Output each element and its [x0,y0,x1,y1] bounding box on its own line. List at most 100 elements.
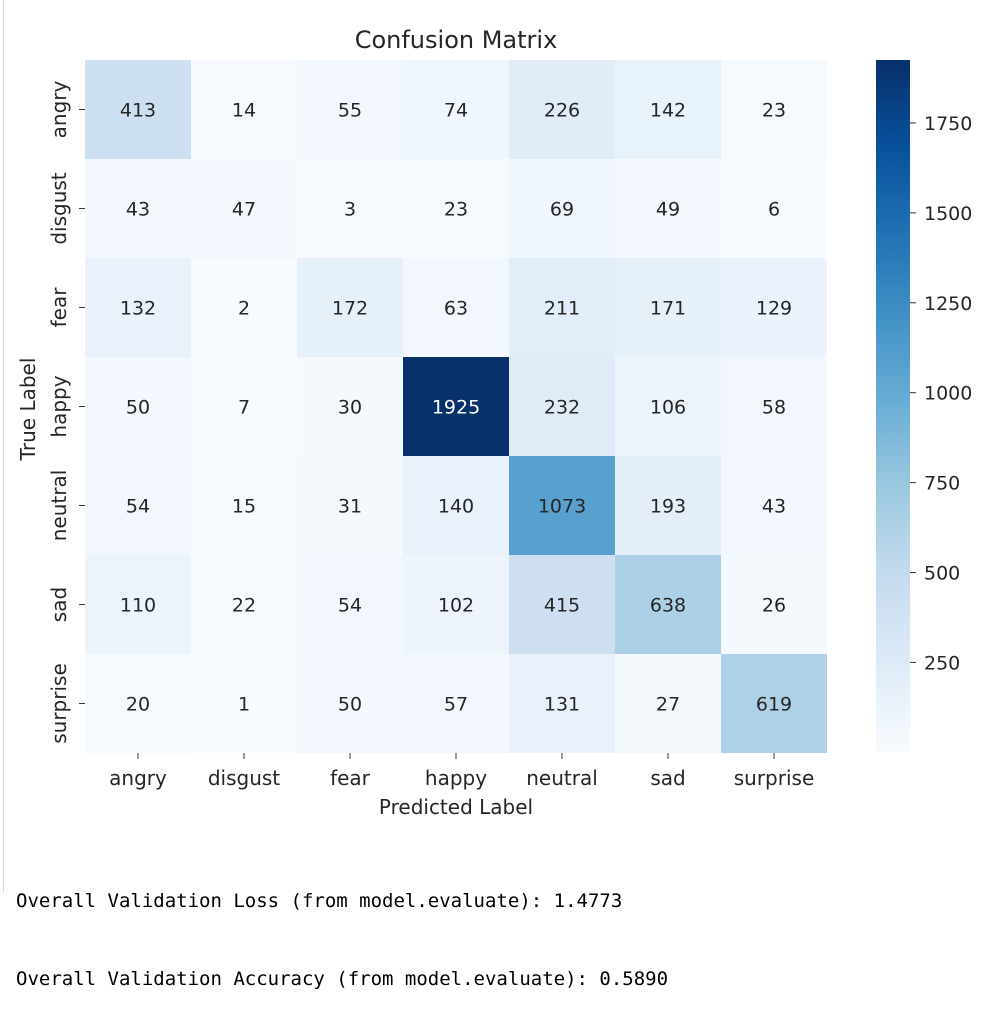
cell-value-label: 30 [338,397,362,419]
cell-value-label: 132 [120,298,156,320]
heatmap-cell [403,159,509,258]
heatmap-cell [615,258,721,357]
cell-value-label: 47 [232,199,256,221]
heatmap-cell [297,258,403,357]
cell-value-label: 140 [438,496,474,518]
x-tick-label: angry [109,766,167,790]
heatmap-cell [191,159,297,258]
heatmap-cell [721,555,827,654]
heatmap-cell [85,357,191,456]
heatmap-cell [509,60,615,159]
cell-value-label: 129 [756,298,792,320]
y-axis: angry disgust fear happy neutral sad surprise [47,80,85,744]
heatmap-cell [403,456,509,555]
heatmap-cell [85,60,191,159]
colorbar-tick-label: 1500 [924,203,972,225]
heatmap-cell [403,258,509,357]
colorbar-tick-label: 750 [924,473,960,495]
heatmap-cell [85,159,191,258]
heatmap-cell [297,654,403,753]
cell-value-label: 27 [656,694,680,716]
heatmap-cell [615,456,721,555]
heatmap-cell [191,357,297,456]
cell-value-label: 131 [544,694,580,716]
x-tick-label: sad [650,766,685,790]
heatmap-cell [191,258,297,357]
heatmap-cell [615,159,721,258]
colorbar-gradient [876,60,910,752]
cell-left-border [3,0,4,892]
cell-value-label: 55 [338,100,362,122]
heatmap-cell [191,555,297,654]
chart-title: Confusion Matrix [355,26,558,54]
cell-value-label: 43 [762,496,786,518]
cell-output: Overall Validation Loss (from model.eval… [16,836,668,1018]
cell-value-label: 1925 [432,397,480,419]
cell-value-label: 57 [444,694,468,716]
heatmap-cell [615,60,721,159]
cell-value-label: 172 [332,298,368,320]
y-axis-label: True Label [16,358,40,462]
y-tick-label: neutral [47,470,71,542]
cell-value-label: 69 [550,199,574,221]
heatmap-cell [191,654,297,753]
cell-value-label: 7 [238,397,250,419]
cell-value-label: 110 [120,595,156,617]
cell-value-label: 14 [232,100,256,122]
cell-value-label: 3 [344,199,356,221]
cell-value-label: 23 [762,100,786,122]
heatmap-cell [85,456,191,555]
cell-value-label: 6 [768,199,780,221]
cell-value-label: 50 [338,694,362,716]
validation-accuracy-text: Overall Validation Accuracy (from model.… [16,968,669,990]
y-tick-label: angry [47,80,71,138]
cell-value-label: 54 [338,595,362,617]
heatmap-cell [509,258,615,357]
cell-value-label: 1 [238,694,250,716]
y-tick-label: fear [47,287,71,328]
heatmap-cell [191,60,297,159]
heatmap-cell [85,555,191,654]
heatmap-cell [615,555,721,654]
x-axis: angry disgust fear happy neutral sad surprise [109,753,814,790]
heatmap-cell [297,357,403,456]
heatmap-cell [403,60,509,159]
heatmap-cell [721,456,827,555]
cell-value-label: 15 [232,496,256,518]
cell-value-label: 49 [656,199,680,221]
cell-value-label: 58 [762,397,786,419]
cell-value-label: 415 [544,595,580,617]
x-axis-label: Predicted Label [379,795,533,819]
heatmap-cell [85,258,191,357]
cell-value-label: 232 [544,397,580,419]
cell-value-label: 638 [650,595,686,617]
cell-value-label: 50 [126,397,150,419]
cell-value-label: 43 [126,199,150,221]
heatmap-cell [509,159,615,258]
y-tick-label: surprise [47,663,71,744]
cell-value-label: 23 [444,199,468,221]
cell-value-label: 1073 [538,496,586,518]
cell-value-label: 63 [444,298,468,320]
cell-value-label: 413 [120,100,156,122]
cell-value-label: 226 [544,100,580,122]
cell-value-label: 106 [650,397,686,419]
cell-value-label: 31 [338,496,362,518]
cell-value-label: 26 [762,595,786,617]
heatmap-cell [403,654,509,753]
cell-value-label: 2 [238,298,250,320]
heatmap-cell [509,654,615,753]
heatmap-cell [297,159,403,258]
heatmap-cells: 413 14 55 74 226 142 23 43 47 3 23 69 49 6 132 2 172 63 21… [85,60,827,753]
heatmap-cell [403,555,509,654]
heatmap-cell [403,357,509,456]
heatmap-cell [615,357,721,456]
y-tick-label: disgust [47,172,71,244]
cell-value-label: 619 [756,694,792,716]
cell-value-label: 171 [650,298,686,320]
heatmap-cell [509,555,615,654]
colorbar-tick-label: 1750 [924,113,972,135]
x-tick-label: surprise [734,766,815,790]
heatmap-cell [509,357,615,456]
